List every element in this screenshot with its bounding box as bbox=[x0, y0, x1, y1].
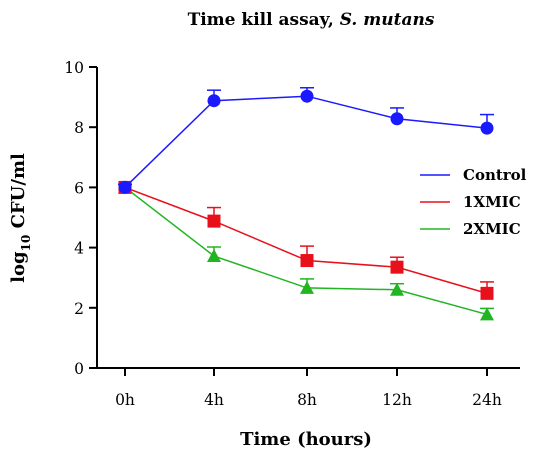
plot-area: 0 2 4 6 8 10 0h 4h 8h 12h 24h Control 1XMIC 2XMIC bbox=[64, 59, 526, 409]
y-tick-label-4: 8 bbox=[74, 119, 84, 137]
y-tick-label-0: 0 bbox=[74, 360, 84, 378]
series-line-control bbox=[124, 95, 488, 188]
data-point-control-4 bbox=[480, 121, 494, 135]
chart-title-main: Time kill assay, bbox=[188, 10, 334, 30]
y-tick-label-2: 4 bbox=[74, 240, 84, 258]
legend-label-1xmic: 1XMIC bbox=[463, 193, 521, 211]
y-tick-label-1: 2 bbox=[74, 300, 84, 318]
y-axis-title-suffix: CFU/ml bbox=[8, 153, 29, 235]
data-point-2xmic-3 bbox=[390, 282, 404, 296]
series-control bbox=[118, 87, 494, 194]
y-axis-title: log10 CFU/ml bbox=[8, 153, 33, 283]
x-tick-label-2: 8h bbox=[297, 391, 317, 409]
data-point-control-3 bbox=[390, 112, 404, 126]
chart-title: Time kill assay, S. mutans bbox=[188, 10, 435, 30]
x-axis-title: Time (hours) bbox=[240, 429, 372, 450]
data-point-1xmic-4 bbox=[480, 286, 494, 300]
x-tick-label-0: 0h bbox=[115, 391, 135, 409]
legend-label-control: Control bbox=[463, 166, 527, 184]
data-point-control-2 bbox=[300, 89, 314, 103]
data-point-2xmic-2 bbox=[300, 280, 314, 294]
data-point-control-0 bbox=[118, 180, 132, 194]
y-tick-label-5: 10 bbox=[64, 59, 84, 77]
y-axis-title-subscript: 10 bbox=[19, 235, 33, 252]
y-axis-title-prefix: log bbox=[8, 251, 29, 283]
legend-item-control: Control bbox=[420, 166, 527, 184]
legend-item-1xmic: 1XMIC bbox=[420, 193, 521, 211]
data-point-2xmic-1 bbox=[207, 249, 221, 263]
data-point-2xmic-4 bbox=[480, 307, 494, 321]
x-tick-label-1: 4h bbox=[204, 391, 224, 409]
x-tick-label-4: 24h bbox=[472, 391, 502, 409]
legend-item-2xmic: 2XMIC bbox=[420, 220, 521, 238]
series-line-1xmic bbox=[124, 186, 488, 295]
y-tick-label-3: 6 bbox=[74, 179, 84, 197]
chart-title-italic: S. mutans bbox=[340, 10, 435, 30]
series-line-2xmic bbox=[124, 186, 488, 316]
legend-label-2xmic: 2XMIC bbox=[463, 220, 521, 238]
data-point-1xmic-3 bbox=[390, 260, 404, 274]
data-point-control-1 bbox=[207, 94, 221, 108]
data-point-1xmic-1 bbox=[207, 214, 221, 228]
svg-text:log10 CFU/ml: log10 CFU/ml bbox=[8, 153, 33, 283]
data-point-1xmic-2 bbox=[300, 254, 314, 268]
series-1xmic bbox=[118, 180, 494, 300]
x-tick-label-3: 12h bbox=[382, 391, 412, 409]
